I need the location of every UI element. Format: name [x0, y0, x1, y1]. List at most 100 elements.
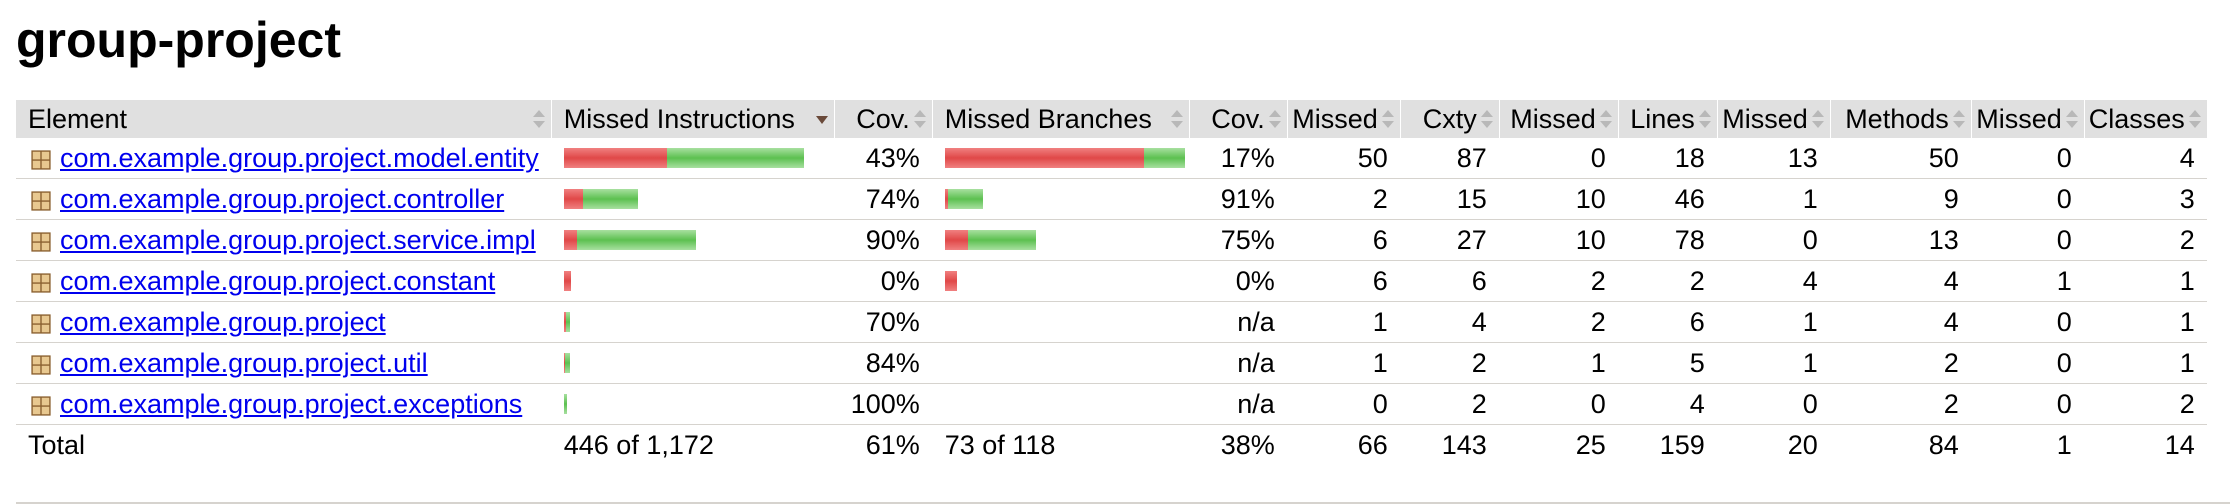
methods: 50: [1829, 138, 1972, 179]
covered-bar-segment: [576, 230, 696, 250]
header-label: Methods: [1845, 103, 1949, 134]
total-lines: 159: [1617, 424, 1718, 465]
instructions-bar: [563, 148, 830, 168]
table-row: com.example.group.project.model.entity 43…: [16, 138, 2207, 179]
sort-icon: [1599, 110, 1612, 128]
instructions-bar: [563, 271, 830, 291]
missed-methods: 4: [1716, 260, 1831, 302]
instructions-bar-cell: [550, 138, 835, 179]
package-icon: [31, 313, 51, 334]
total-instructions: 446 of 1,172: [550, 424, 835, 465]
header-label: Missed Branches: [944, 103, 1152, 134]
branches-coverage: 91%: [1188, 178, 1288, 220]
branches-coverage: 17%: [1188, 138, 1288, 179]
covered-bar-segment: [1143, 148, 1185, 168]
missed-classes: 1: [1970, 260, 2085, 302]
page-title: group-project: [16, 12, 341, 68]
missed-lines: 0: [1498, 138, 1619, 179]
complexity: 87: [1399, 138, 1500, 179]
methods: 2: [1829, 342, 1972, 384]
branches-bar: [944, 189, 1185, 209]
element-cell: com.example.group.project.controller: [16, 178, 552, 220]
classes: 1: [2083, 301, 2207, 343]
methods: 4: [1829, 301, 1972, 343]
header-branches-coverage[interactable]: Cov.: [1188, 100, 1288, 138]
header-label: Cov.: [1211, 103, 1265, 134]
complexity: 4: [1399, 301, 1500, 343]
missed-bar-segment: [944, 230, 968, 250]
element-cell: com.example.group.project.model.entity: [16, 138, 552, 179]
missed-lines: 2: [1498, 301, 1619, 343]
sort-icon: [1381, 110, 1394, 128]
package-link[interactable]: com.example.group.project: [60, 306, 386, 337]
header-complexity[interactable]: Cxty: [1399, 100, 1500, 138]
total-classes: 14: [2083, 424, 2207, 465]
instructions-coverage: 74%: [833, 178, 933, 220]
missed-classes: 0: [1970, 178, 2085, 220]
header-classes[interactable]: Classes: [2083, 100, 2207, 138]
covered-bar-segment: [582, 189, 638, 209]
classes: 4: [2083, 138, 2207, 179]
branches-coverage: n/a: [1188, 301, 1288, 343]
header-instructions-coverage[interactable]: Cov.: [833, 100, 933, 138]
missed-classes: 0: [1970, 219, 2085, 261]
header-methods[interactable]: Methods: [1829, 100, 1972, 138]
total-label: Total: [28, 429, 86, 460]
missed-methods: 1: [1716, 301, 1831, 343]
missed-complexity: 2: [1286, 178, 1401, 220]
missed-bar-segment: [563, 353, 565, 373]
branches-coverage: 0%: [1188, 260, 1288, 302]
missed-bar-segment: [944, 189, 948, 209]
header-missed-methods[interactable]: Missed: [1716, 100, 1831, 138]
complexity: 15: [1399, 178, 1500, 220]
package-icon: [31, 149, 51, 170]
header-missed-complexity[interactable]: Missed: [1286, 100, 1401, 138]
header-missed-instructions[interactable]: Missed Instructions: [550, 100, 835, 138]
instructions-coverage: 70%: [833, 301, 933, 343]
complexity: 27: [1399, 219, 1500, 261]
missed-complexity: 1: [1286, 301, 1401, 343]
package-link[interactable]: com.example.group.project.model.entity: [60, 142, 539, 173]
branches-bar: [944, 148, 1185, 168]
instructions-coverage: 43%: [833, 138, 933, 179]
missed-classes: 0: [1970, 342, 2085, 384]
missed-methods: 0: [1716, 219, 1831, 261]
sort-icon: [1268, 110, 1281, 128]
instructions-bar-cell: [550, 383, 835, 425]
package-link[interactable]: com.example.group.project.util: [60, 347, 428, 378]
missed-lines: 10: [1498, 178, 1619, 220]
missed-complexity: 1: [1286, 342, 1401, 384]
instructions-bar-cell: [550, 178, 835, 220]
package-icon: [31, 354, 51, 375]
package-link[interactable]: com.example.group.project.constant: [60, 265, 496, 296]
branches-bar: [944, 271, 1185, 291]
header-lines[interactable]: Lines: [1617, 100, 1718, 138]
complexity: 2: [1399, 383, 1500, 425]
branches-bar-cell: [931, 383, 1190, 425]
element-cell: com.example.group.project: [16, 301, 552, 343]
methods: 13: [1829, 219, 1972, 261]
header-missed-lines[interactable]: Missed: [1498, 100, 1619, 138]
header-missed-branches[interactable]: Missed Branches: [931, 100, 1190, 138]
package-icon: [31, 395, 51, 416]
sort-icon: [1480, 110, 1493, 128]
sort-descending-icon: [815, 110, 828, 128]
header-missed-classes[interactable]: Missed: [1970, 100, 2085, 138]
header-element[interactable]: Element: [16, 100, 552, 138]
missed-methods: 1: [1716, 342, 1831, 384]
element-cell: com.example.group.project.service.impl: [16, 219, 552, 261]
package-link[interactable]: com.example.group.project.service.impl: [60, 224, 536, 255]
package-link[interactable]: com.example.group.project.exceptions: [60, 388, 523, 419]
coverage-table: Element Missed Instructions Cov. Missed …: [16, 100, 2207, 465]
lines: 78: [1617, 219, 1718, 261]
header-label: Element: [28, 103, 128, 134]
branches-bar-cell: [931, 178, 1190, 220]
covered-bar-segment: [563, 394, 567, 414]
branches-bar-cell: [931, 138, 1190, 179]
complexity: 2: [1399, 342, 1500, 384]
package-link[interactable]: com.example.group.project.controller: [60, 183, 505, 214]
classes: 1: [2083, 342, 2207, 384]
lines: 4: [1617, 383, 1718, 425]
sort-icon: [532, 110, 545, 128]
